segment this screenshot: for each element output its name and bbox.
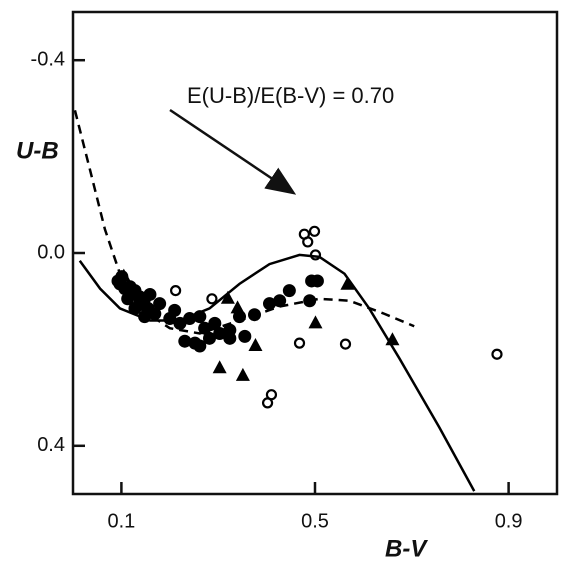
filled-point	[273, 294, 287, 308]
y-axis-label: U-B	[16, 137, 59, 164]
open-point	[339, 338, 352, 350]
annotation: E(U-B)/E(B-V) = 0.70	[187, 83, 394, 108]
solid-curve	[78, 253, 476, 492]
dashed-curve	[73, 110, 415, 335]
open-point	[170, 284, 182, 297]
filled-point	[198, 321, 212, 335]
triangle-point	[235, 367, 250, 381]
x-tick-label: 0.1	[107, 510, 135, 532]
triangle-point	[212, 360, 227, 374]
filled-point	[153, 297, 167, 311]
open-point	[491, 348, 503, 360]
reddening-arrow	[169, 108, 297, 195]
open-point	[293, 337, 306, 349]
filled-point	[163, 312, 177, 326]
y-tick-label: 0.0	[37, 241, 65, 263]
x-tick-label: 0.9	[495, 510, 523, 532]
filled-point	[202, 331, 216, 345]
x-axis-label: B-V	[385, 535, 428, 562]
y-tick-label: -0.4	[31, 48, 65, 70]
triangle-point	[340, 276, 355, 290]
triangle-point	[116, 268, 131, 282]
y-tick-label: 0.4	[37, 434, 65, 456]
open-point	[308, 225, 321, 237]
filled-point	[178, 334, 192, 348]
filled-point	[121, 292, 135, 306]
x-tick-label: 0.5	[301, 510, 329, 532]
open-point	[206, 293, 218, 305]
filled-point	[208, 316, 222, 330]
filled-point	[193, 339, 207, 353]
triangle-point	[308, 315, 323, 329]
filled-point	[282, 284, 296, 298]
filled-point	[310, 274, 324, 288]
open-point	[265, 389, 278, 401]
filled-point	[263, 297, 277, 311]
filled-point	[238, 329, 252, 343]
filled-point	[213, 326, 227, 340]
open-point	[302, 236, 314, 248]
triangle-point	[248, 338, 263, 352]
triangle-point	[220, 290, 235, 304]
filled-point	[143, 287, 157, 301]
triangle-point	[230, 300, 245, 314]
filled-point	[223, 331, 237, 345]
filled-point	[148, 307, 162, 321]
filled-point	[128, 301, 142, 315]
